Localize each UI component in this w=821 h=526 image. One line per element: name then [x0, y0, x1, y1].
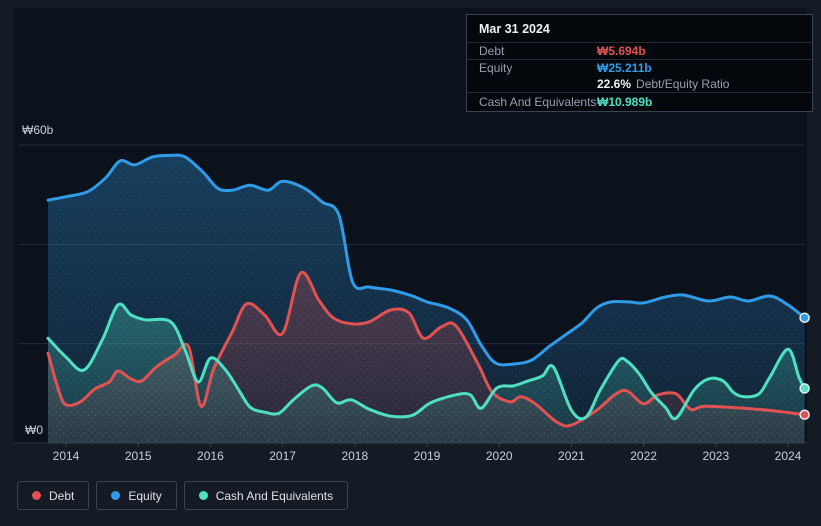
tooltip-cash-label: Cash And Equivalents [479, 95, 597, 109]
line-cash-and-equivalents [46, 302, 807, 421]
svg-text:2020: 2020 [486, 449, 513, 463]
tooltip-debt-label: Debt [479, 44, 505, 58]
svg-text:2017: 2017 [269, 449, 296, 463]
y-axis-label-top: ₩60b [22, 123, 54, 137]
tooltip-debt-row: Debt ₩5.694b [467, 42, 812, 59]
debt-dot-icon [32, 491, 41, 500]
legend-item-cash[interactable]: Cash And Equivalents [183, 481, 349, 510]
tooltip-ratio-label: Debt/Equity Ratio [636, 77, 730, 91]
tooltip-ratio-row: 22.6% Debt/Equity Ratio [467, 76, 812, 92]
line-debt [46, 270, 807, 428]
tooltip-equity-label: Equity [479, 61, 513, 75]
legend-item-debt[interactable]: Debt [17, 481, 90, 510]
svg-text:2018: 2018 [341, 449, 368, 463]
x-axis: 2014 2015 2016 2017 2018 2019 2020 2021 2022 2023… [53, 443, 802, 463]
series-areas [48, 155, 805, 443]
tooltip-equity-row: Equity ₩25.211b [467, 59, 812, 76]
equity-dot-icon [111, 491, 121, 500]
svg-text:2016: 2016 [197, 449, 224, 463]
tooltip-date: Mar 31 2024 [479, 22, 550, 36]
svg-text:2015: 2015 [125, 449, 152, 463]
legend-cash-label: Cash And Equivalents [215, 488, 334, 503]
end-dot-equity [799, 312, 810, 324]
chart-legend: Debt Equity Cash And Equivalents [17, 481, 349, 510]
end-dot-debt [799, 409, 810, 420]
tooltip-debt-value: ₩5.694b [597, 44, 646, 58]
cash-dot-icon [198, 491, 208, 500]
svg-text:2024: 2024 [775, 449, 802, 463]
tooltip-cash-row: Cash And Equivalents ₩10.989b [467, 92, 812, 111]
svg-text:2019: 2019 [414, 449, 441, 463]
svg-text:2023: 2023 [702, 449, 729, 463]
svg-text:2021: 2021 [558, 449, 585, 463]
line-equity [46, 153, 807, 367]
legend-item-equity[interactable]: Equity [96, 481, 177, 510]
legend-debt-label: Debt [49, 488, 75, 503]
chart-tooltip: Mar 31 2024 Debt ₩5.694b Equity ₩25.211b… [466, 14, 813, 112]
tooltip-ratio-value: 22.6% [597, 77, 632, 91]
svg-text:2014: 2014 [53, 449, 80, 463]
y-axis-label-bottom: ₩0 [25, 423, 43, 437]
tooltip-cash-value: ₩10.989b [597, 95, 653, 109]
end-dot-cash-and-equivalents [799, 383, 810, 394]
series-lines [46, 153, 807, 428]
svg-text:2022: 2022 [630, 449, 657, 463]
series-end-markers [799, 312, 810, 420]
legend-equity-label: Equity [128, 488, 162, 503]
tooltip-equity-value: ₩25.211b [597, 61, 652, 75]
